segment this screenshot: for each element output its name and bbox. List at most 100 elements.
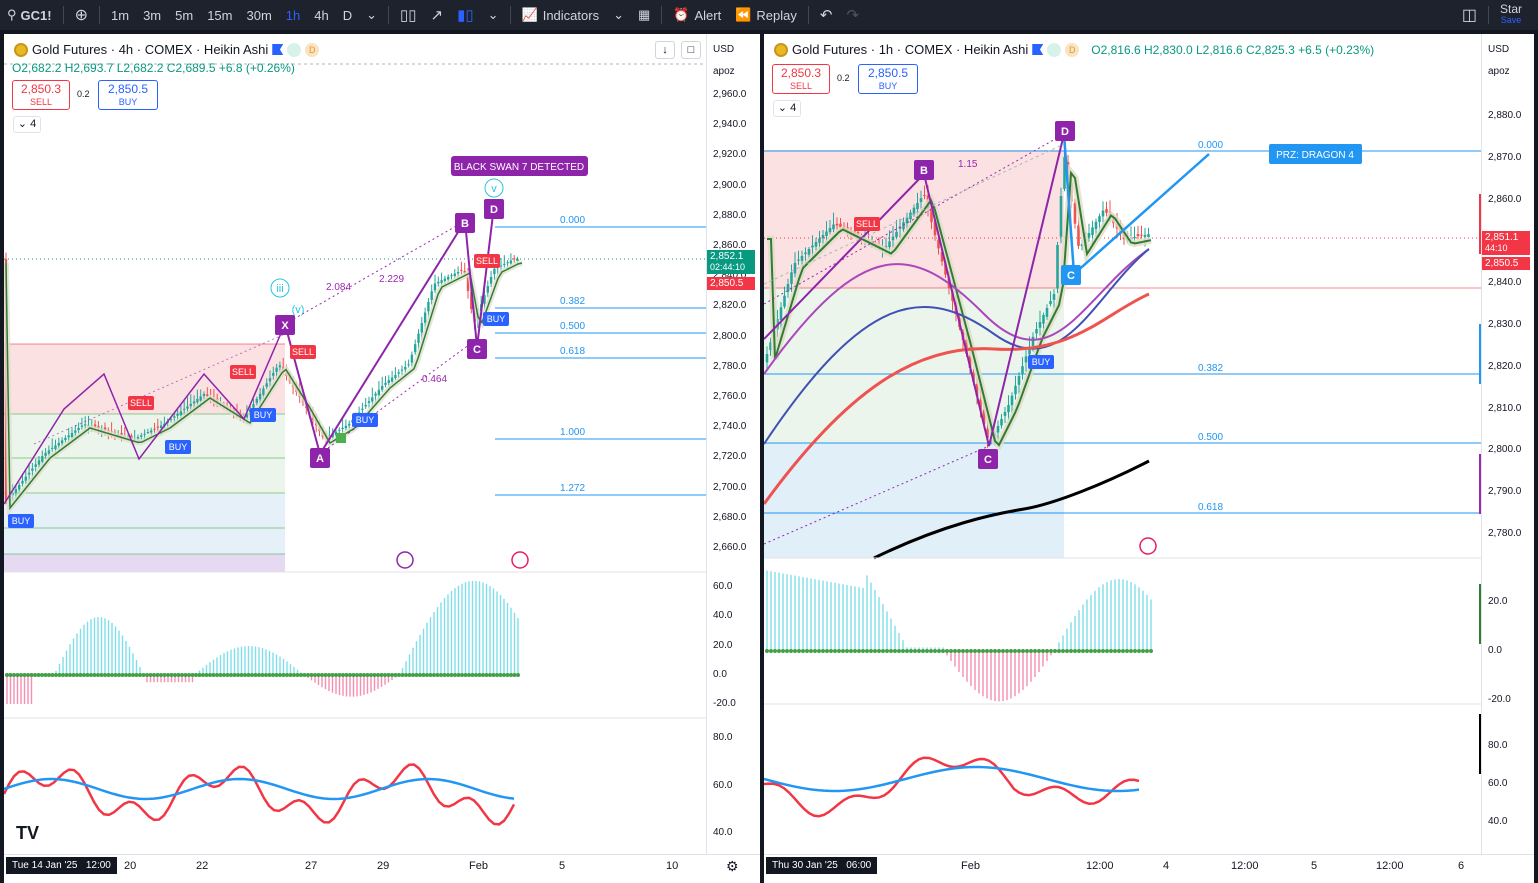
zero-dot [921,649,925,653]
sell-price-tag: 2,850.5 [1482,257,1530,270]
flag-icon[interactable] [1032,44,1044,55]
right-price-axis[interactable]: USD apoz 2,880.02,870.02,860.02,850.02,8… [1481,34,1534,854]
candle-body [1007,405,1010,413]
indicators-chevron-icon[interactable]: ⌄ [613,7,624,22]
signal-label: BUY [169,442,188,452]
right-collapse-button[interactable]: ⌄ 4 [773,100,801,117]
x-tick-label: 10 [666,860,679,872]
candle-body [1010,395,1014,406]
zero-dot [467,673,471,677]
zero-dot [12,673,16,677]
left-chart-plot[interactable]: 0.000 0.382 0.500 0.618 1.000 1.272 X A B C D 2.084… [4,34,706,854]
timeframe-30m[interactable]: 30m [246,7,272,23]
layout-grid-icon[interactable]: ▦ [638,7,651,22]
settings-gear-icon[interactable]: ⚙ [726,858,739,874]
left-chart-panel[interactable]: 0.000 0.382 0.500 0.618 1.000 1.272 X A B C D 2.084… [4,34,760,883]
black-swan-banner-text: BLACK SWAN 7 DETECTED [454,162,584,173]
left-buy-button[interactable]: 2,850.5 BUY [98,80,158,110]
zero-dot [117,673,121,677]
candle-body [93,424,97,428]
x-tick-label: 6 [1458,860,1465,872]
time-label: 12:00 [85,860,111,871]
top-toolbar: ⚲ GC1! ⊕ 1m 3m 5m 15m 30m 1h 4h D ⌄ ▯▯ ↗ … [0,0,1538,30]
left-sell-button[interactable]: 2,850.3 SELL [12,80,70,110]
candle-body [1105,208,1108,213]
undo-button[interactable]: ↶ [819,7,833,24]
zero-dot [1141,649,1145,653]
candle-body [1077,225,1080,246]
timeframe-4h[interactable]: 4h [314,7,329,23]
zero-dot [965,649,969,653]
compare-icon[interactable]: ↗ [430,7,444,24]
buy-label: BUY [118,97,138,107]
zero-dot [781,649,785,653]
candle-body [179,411,183,416]
zero-dot [257,673,261,677]
currency-selector[interactable]: USD [713,44,735,55]
zero-dot [446,673,450,677]
alert-button[interactable]: ⏰ Alert [666,0,728,30]
panel-divider[interactable] [760,34,764,883]
left-price-axis[interactable]: USD apoz 2,960.0 2,940.0 2,920.0 2,900.0 2,8… [706,34,760,854]
timeframe-15m[interactable]: 15m [207,7,233,23]
demand-zone [764,288,1064,443]
maximize-icon[interactable]: □ [681,41,701,59]
zero-dot [246,673,251,677]
add-symbol-button[interactable]: ⊕ [68,0,95,30]
scale-mode-selector[interactable]: apoz [1488,66,1510,77]
zero-dot [1129,649,1133,653]
layout-toggle-icon[interactable]: ◫ [1461,7,1477,24]
right-sell-button[interactable]: 2,850.3 SELL [772,64,830,94]
zero-dot [47,673,51,677]
zero-dot [372,673,377,677]
save-button[interactable]: Star Save [1493,0,1538,30]
timeframe-5m[interactable]: 5m [175,7,194,23]
left-collapse-button[interactable]: ⌄ 4 [13,116,41,133]
right-chart-plot[interactable]: 0.000 0.382 0.500 0.618 PRZ: DRAGON 4 1.15 B C D… [764,34,1484,854]
timeframe-dropdown-chevron-icon[interactable]: ⌄ [366,7,378,22]
candle-body [1080,244,1084,247]
price-tick-label: 2,900.0 [713,179,747,191]
replay-button[interactable]: ⏪ Replay [728,0,804,30]
candle-body [377,389,381,396]
timeframe-1m[interactable]: 1m [111,7,130,23]
currency-selector[interactable]: USD [1488,44,1510,55]
timeframe-3m[interactable]: 3m [143,7,162,23]
flag-icon[interactable] [272,44,284,55]
zero-dot [271,673,275,677]
signal-label: SELL [232,367,254,377]
zero-dot [1109,649,1113,653]
timeframe-1h[interactable]: 1h [285,7,301,23]
left-time-axis[interactable]: Tue 14 Jan '25 12:00 20 22 27 29 Feb 5 10 ⚙ [4,854,760,878]
zero-dot [131,673,135,677]
indicators-button[interactable]: 📈 Indicators [515,0,607,30]
style-chevron-icon[interactable]: ⌄ [487,7,499,22]
left-date-cursor-label: Tue 14 Jan '25 12:00 [6,857,117,874]
zero-dot [138,673,142,677]
x-tick-label: Feb [961,860,980,872]
scroll-down-icon[interactable]: ↓ [655,41,675,59]
right-time-axis[interactable]: Thu 30 Jan '25 06:00 Feb 12:00 4 12:00 5 12:0… [764,854,1534,878]
zero-dot [418,673,422,677]
candle-body [786,284,790,292]
zero-dot [941,649,945,653]
candle-body [916,202,919,210]
right-chart-panel[interactable]: 0.000 0.382 0.500 0.618 PRZ: DRAGON 4 1.15 B C D… [764,34,1534,883]
zero-dot [1017,649,1021,653]
zero-dot [351,673,356,677]
symbol-search[interactable]: ⚲ GC1! [0,0,59,30]
right-buy-button[interactable]: 2,850.5 BUY [858,64,918,94]
zero-dot [92,673,97,677]
redo-button[interactable]: ↷ [846,7,860,24]
timeframe-d[interactable]: D [342,7,353,23]
scale-mode-selector[interactable]: apoz [713,66,735,77]
zero-dot [82,673,86,677]
zero-dot [1069,649,1073,653]
candles-chart-type-icon[interactable]: ▯▯ [400,7,417,24]
zero-dot [285,673,289,677]
zero-dot [197,673,202,677]
separator [509,6,511,24]
bar-style-icon[interactable]: ▮▯ [457,7,474,24]
zero-dot [953,649,957,653]
zero-dot [797,649,801,653]
